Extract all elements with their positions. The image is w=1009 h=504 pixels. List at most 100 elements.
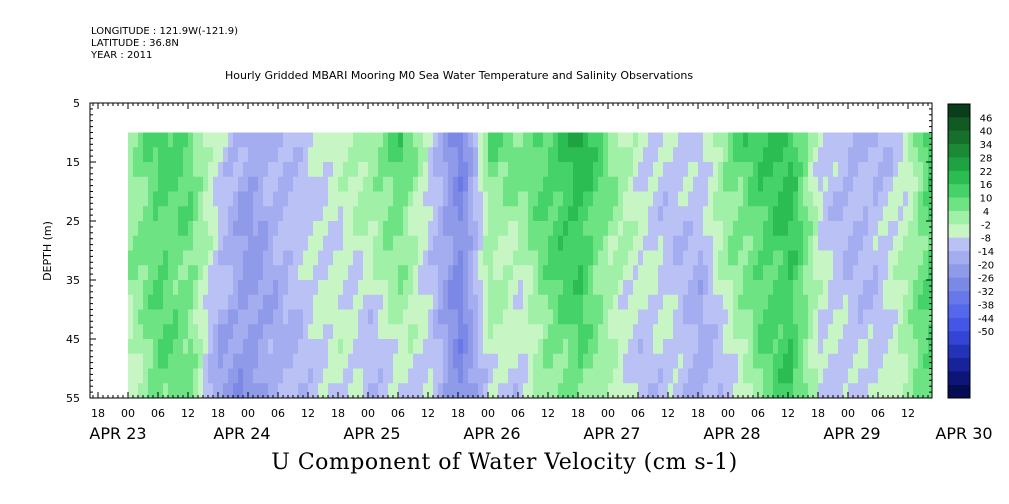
heatmap-cell xyxy=(543,235,549,251)
heatmap-cell xyxy=(488,235,494,251)
heatmap-cell xyxy=(848,368,854,384)
heatmap-cell xyxy=(218,383,224,398)
heatmap-cell xyxy=(768,132,774,148)
heatmap-cell xyxy=(543,221,549,237)
heatmap-cell xyxy=(573,280,579,296)
heatmap-cell xyxy=(808,309,814,325)
heatmap-cell xyxy=(628,368,634,384)
heatmap-cell xyxy=(928,339,932,355)
heatmap-cell xyxy=(343,339,349,355)
heatmap-cell xyxy=(533,221,539,237)
heatmap-cell xyxy=(833,294,839,310)
heatmap-cell xyxy=(913,162,919,178)
heatmap-cell xyxy=(603,353,609,369)
heatmap-cell xyxy=(128,162,134,178)
heatmap-cell xyxy=(493,176,499,192)
heatmap-cell xyxy=(268,221,274,237)
heatmap-cell xyxy=(558,324,564,340)
heatmap-cell xyxy=(478,383,484,398)
heatmap-cell xyxy=(803,309,809,325)
heatmap-cell xyxy=(463,280,469,296)
heatmap-cell xyxy=(383,221,389,237)
heatmap-cell xyxy=(438,162,444,178)
heatmap-cell xyxy=(838,280,844,296)
heatmap-cell xyxy=(163,176,169,192)
heatmap-cell xyxy=(678,206,684,222)
heatmap-cell xyxy=(248,368,254,384)
heatmap-cell xyxy=(458,294,464,310)
heatmap-cell xyxy=(873,191,879,207)
heatmap-cell xyxy=(268,324,274,340)
heatmap-cell xyxy=(208,147,214,163)
x-date-label: APR 25 xyxy=(343,424,400,443)
x-hour-tick-label: 00 xyxy=(481,407,495,420)
heatmap-cell xyxy=(533,176,539,192)
heatmap-cell xyxy=(898,147,904,163)
heatmap-cell xyxy=(838,368,844,384)
heatmap-cell xyxy=(748,280,754,296)
heatmap-cell xyxy=(498,191,504,207)
heatmap-cell xyxy=(513,265,519,281)
heatmap-cell xyxy=(843,250,849,266)
heatmap-cell xyxy=(163,294,169,310)
heatmap-cell xyxy=(203,280,209,296)
heatmap-cell xyxy=(683,280,689,296)
heatmap-cell xyxy=(533,162,539,178)
heatmap-cell xyxy=(448,250,454,266)
heatmap-cell xyxy=(613,132,619,148)
heatmap-cell xyxy=(653,221,659,237)
heatmap-cell xyxy=(153,353,159,369)
heatmap-cell xyxy=(483,221,489,237)
heatmap-cell xyxy=(778,132,784,148)
heatmap-cell xyxy=(518,147,524,163)
heatmap-cell xyxy=(783,132,789,148)
heatmap-cell xyxy=(823,324,829,340)
heatmap-cell xyxy=(878,250,884,266)
heatmap-cell xyxy=(153,250,159,266)
heatmap-cell xyxy=(383,383,389,398)
heatmap-cell xyxy=(213,294,219,310)
heatmap-cell xyxy=(603,191,609,207)
heatmap-cell xyxy=(708,206,714,222)
colorbar-swatch xyxy=(948,157,970,172)
heatmap-cell xyxy=(873,250,879,266)
heatmap-cell xyxy=(538,250,544,266)
heatmap-cell xyxy=(428,294,434,310)
heatmap-cell xyxy=(268,339,274,355)
heatmap-cell xyxy=(643,132,649,148)
heatmap-cell xyxy=(253,235,259,251)
heatmap-cell xyxy=(783,235,789,251)
heatmap-cell xyxy=(373,221,379,237)
heatmap-cell xyxy=(663,162,669,178)
heatmap-cell xyxy=(883,235,889,251)
heatmap-cell xyxy=(578,176,584,192)
heatmap-cell xyxy=(298,265,304,281)
heatmap-cell xyxy=(398,221,404,237)
heatmap-cell xyxy=(733,353,739,369)
heatmap-cell xyxy=(863,309,869,325)
heatmap-cell xyxy=(598,309,604,325)
heatmap-cell xyxy=(293,206,299,222)
heatmap-cell xyxy=(928,191,932,207)
colorbar-swatch xyxy=(948,237,970,252)
heatmap-cell xyxy=(688,339,694,355)
heatmap-cell xyxy=(623,132,629,148)
heatmap-cell xyxy=(238,147,244,163)
heatmap-cell xyxy=(168,162,174,178)
heatmap-cell xyxy=(233,176,239,192)
heatmap-cell xyxy=(228,353,234,369)
heatmap-cell xyxy=(403,339,409,355)
heatmap-cell xyxy=(903,250,909,266)
heatmap-cell xyxy=(578,309,584,325)
heatmap-cell xyxy=(153,221,159,237)
heatmap-cell xyxy=(303,206,309,222)
heatmap-cell xyxy=(273,368,279,384)
colorbar-swatch xyxy=(948,104,970,118)
heatmap-cell xyxy=(478,235,484,251)
heatmap-cell xyxy=(743,280,749,296)
heatmap-cell xyxy=(538,176,544,192)
heatmap-cell xyxy=(613,147,619,163)
heatmap-cell xyxy=(498,147,504,163)
colorbar-swatch xyxy=(948,224,970,238)
heatmap-cell xyxy=(578,339,584,355)
